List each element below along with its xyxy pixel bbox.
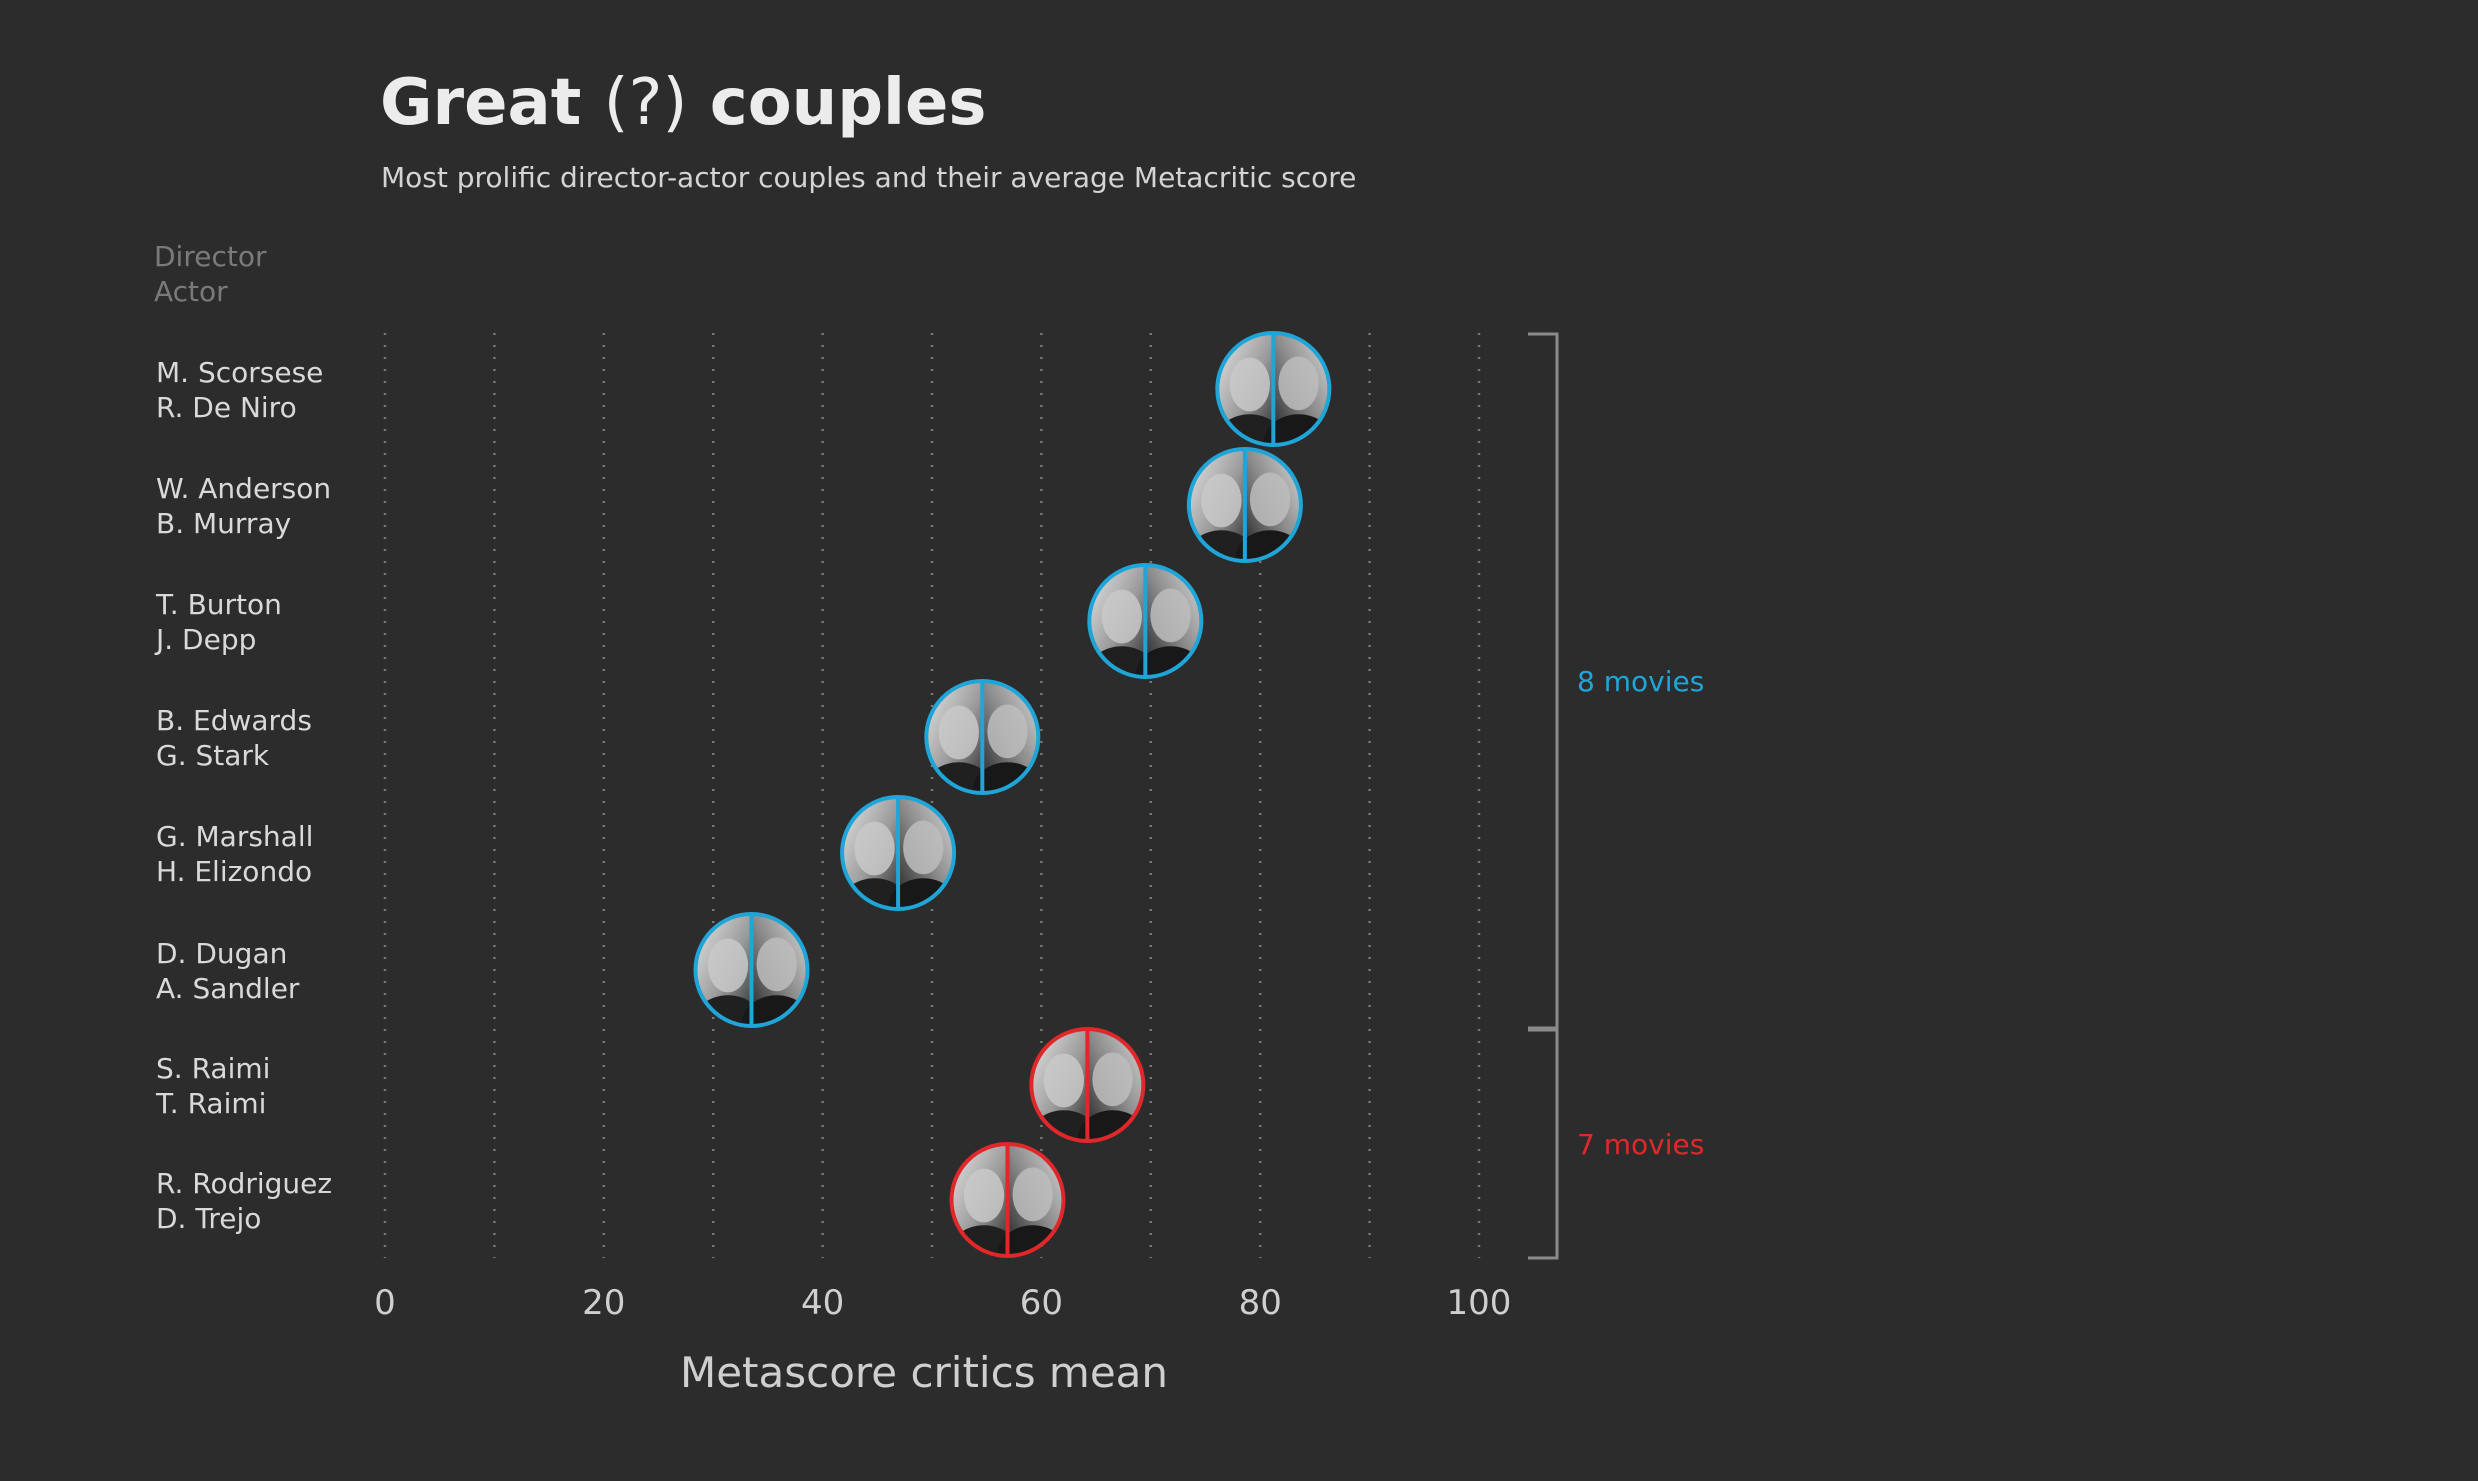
data-point (924, 679, 1041, 795)
group-label: 7 movies (1577, 1128, 1704, 1161)
group-brackets: 8 movies 7 movies (1528, 332, 1704, 1260)
data-point (1186, 447, 1303, 563)
header-director-label: Director (154, 240, 267, 273)
actor-label: T. Raimi (155, 1087, 266, 1120)
point-border (693, 912, 810, 1028)
chart-title: Great (?) couples (380, 66, 986, 140)
x-tick-label: 40 (801, 1283, 844, 1323)
group-bracket (1528, 332, 1559, 1030)
header-actor-label: Actor (154, 275, 228, 308)
group-label: 8 movies (1577, 665, 1704, 698)
point-border (840, 795, 957, 911)
data-point (1029, 1027, 1146, 1143)
chart-subtitle: Most prolific director-actor couples and… (381, 161, 1356, 194)
director-label: D. Dugan (156, 937, 287, 970)
gridlines (383, 333, 1481, 1258)
actor-label: J. Depp (154, 623, 256, 656)
x-tick-label: 0 (374, 1283, 396, 1323)
group-bracket (1528, 1028, 1559, 1260)
director-label: M. Scorsese (156, 356, 323, 389)
title-part-2: (?) (604, 66, 688, 140)
x-tick-label: 80 (1239, 1283, 1282, 1323)
point-border (949, 1142, 1066, 1258)
point-border (1087, 563, 1204, 679)
point-border (1029, 1027, 1146, 1143)
director-label: B. Edwards (156, 704, 312, 737)
actor-label: G. Stark (156, 739, 270, 772)
point-border (1215, 331, 1332, 447)
point-border (1186, 447, 1303, 563)
x-tick-labels: 0 20 40 60 80 100 (374, 1283, 1511, 1323)
data-point (693, 912, 810, 1028)
actor-label: B. Murray (156, 507, 291, 540)
title-part-3: couples (710, 66, 987, 140)
x-tick-label: 60 (1020, 1283, 1063, 1323)
director-label: W. Anderson (156, 472, 331, 505)
data-point (840, 795, 957, 911)
director-label: T. Burton (155, 588, 282, 621)
actor-label: R. De Niro (156, 391, 297, 424)
actor-label: D. Trejo (156, 1202, 261, 1235)
director-label: R. Rodriguez (156, 1167, 332, 1200)
x-axis-label: Metascore critics mean (680, 1348, 1168, 1397)
actor-label: H. Elizondo (156, 855, 312, 888)
x-tick-label: 100 (1447, 1283, 1512, 1323)
data-point (949, 1142, 1066, 1258)
data-points (693, 331, 1332, 1258)
title-part-1: Great (380, 66, 581, 140)
director-label: G. Marshall (156, 820, 313, 853)
x-tick-label: 20 (582, 1283, 625, 1323)
director-label: S. Raimi (156, 1052, 270, 1085)
point-border (924, 679, 1041, 795)
actor-label: A. Sandler (156, 972, 300, 1005)
data-point (1087, 563, 1204, 679)
